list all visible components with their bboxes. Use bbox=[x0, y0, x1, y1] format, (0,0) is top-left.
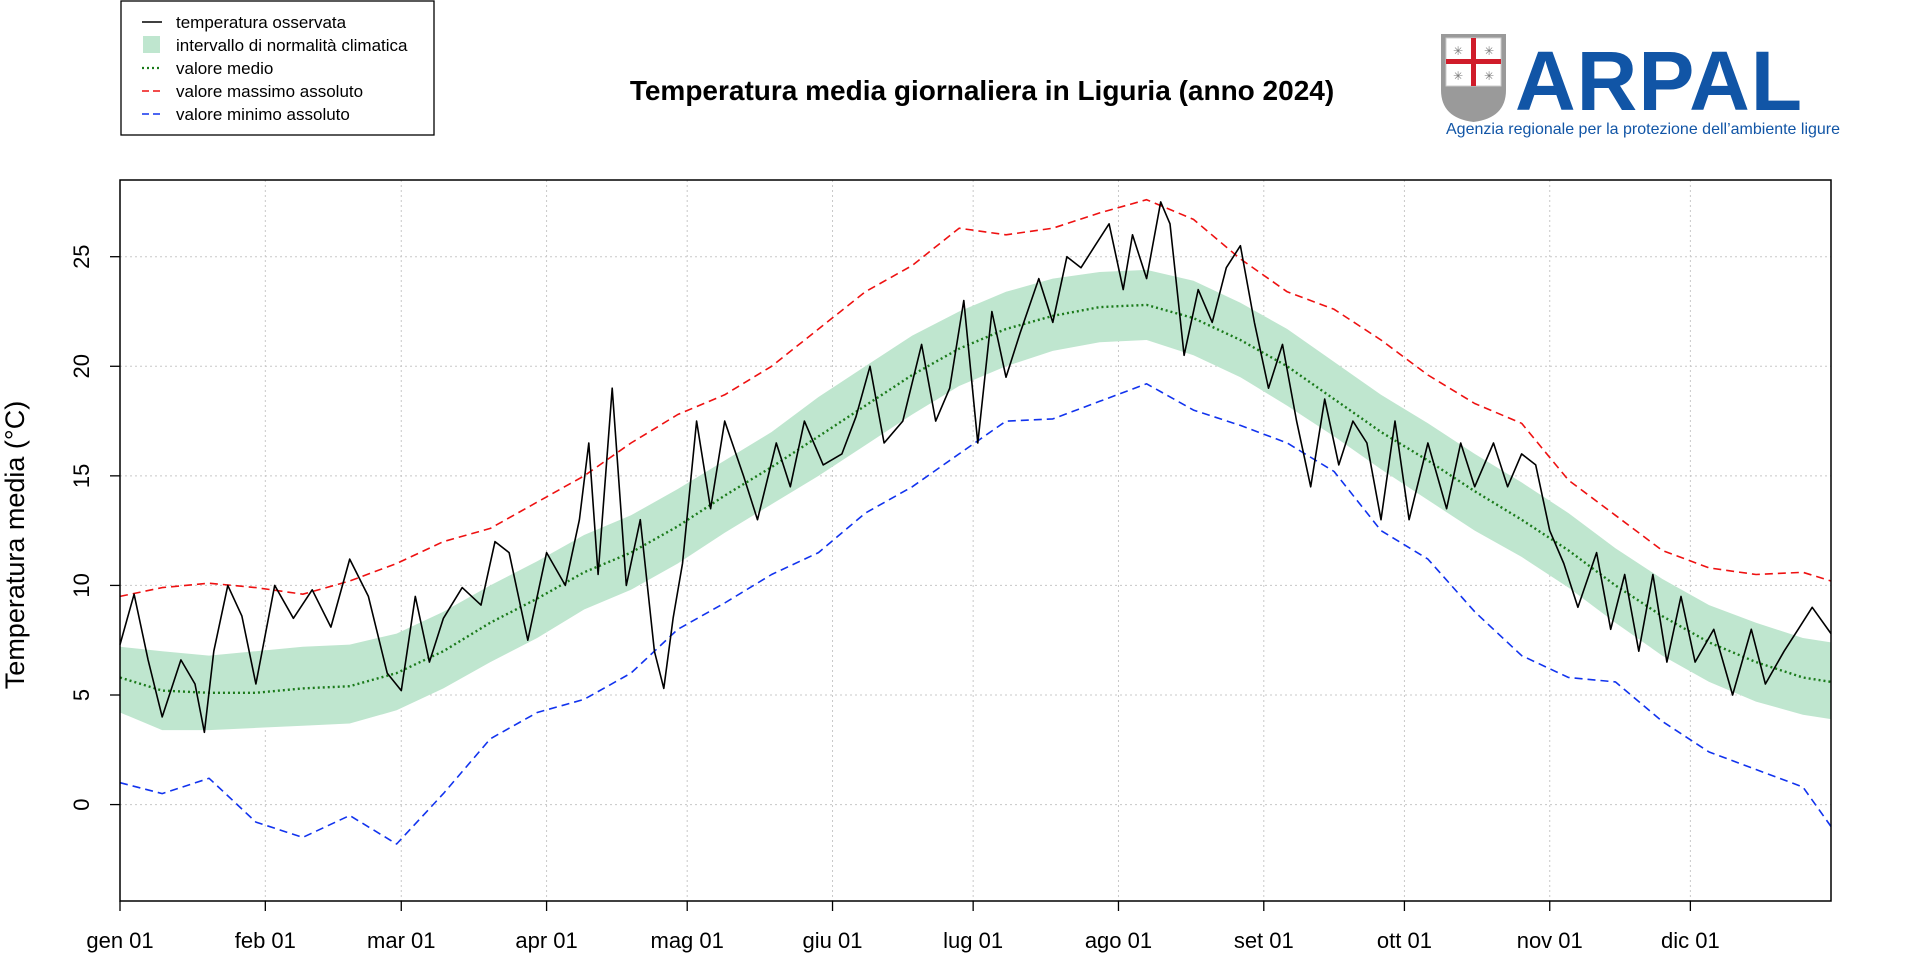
y-axis-label: Temperatura media (°C) bbox=[0, 401, 30, 689]
legend-label-min: valore minimo assoluto bbox=[176, 105, 350, 124]
svg-text:✳: ✳ bbox=[1453, 69, 1463, 83]
legend-label-band: intervallo di normalità climatica bbox=[176, 36, 408, 55]
arpal-logo: ✳ ✳ ✳ ✳ ARPAL Agenzia regionale per la p… bbox=[1441, 34, 1840, 138]
band-area bbox=[120, 269, 1831, 731]
x-axis: gen 01 feb 01 mar 01 apr 01 mag 01 giu 01 lug … bbox=[86, 901, 1720, 953]
shield-icon: ✳ ✳ ✳ ✳ bbox=[1441, 34, 1506, 122]
legend-label-max: valore massimo assoluto bbox=[176, 82, 363, 101]
svg-text:✳: ✳ bbox=[1484, 69, 1494, 83]
logo-subtitle: Agenzia regionale per la protezione dell… bbox=[1446, 121, 1840, 138]
x-tick-label-7: ago 01 bbox=[1085, 928, 1152, 953]
svg-text:✳: ✳ bbox=[1453, 44, 1463, 58]
plot-frame bbox=[119, 179, 1832, 902]
chart-title: Temperatura media giornaliera in Liguria… bbox=[630, 75, 1334, 106]
legend: temperatura osservata intervallo di norm… bbox=[120, 0, 435, 136]
y-tick-label-1: 5 bbox=[69, 689, 94, 701]
x-tick-label-1: feb 01 bbox=[235, 928, 296, 953]
normal-range-band bbox=[120, 269, 1831, 731]
logo-wordmark: ARPAL bbox=[1515, 34, 1803, 128]
series-lines bbox=[119, 198, 1832, 845]
x-tick-label-8: set 01 bbox=[1234, 928, 1294, 953]
x-tick-label-2: mar 01 bbox=[367, 928, 435, 953]
series-max bbox=[119, 198, 1832, 598]
series-mean bbox=[119, 303, 1832, 694]
y-tick-label-2: 10 bbox=[69, 573, 94, 597]
y-tick-label-5: 25 bbox=[69, 244, 94, 268]
x-tick-label-10: nov 01 bbox=[1517, 928, 1583, 953]
x-tick-label-3: apr 01 bbox=[515, 928, 577, 953]
x-tick-label-6: lug 01 bbox=[943, 928, 1003, 953]
legend-key-band bbox=[143, 36, 160, 53]
x-tick-label-4: mag 01 bbox=[651, 928, 724, 953]
y-tick-label-0: 0 bbox=[69, 798, 94, 810]
series-observed bbox=[119, 201, 1832, 734]
legend-label-observed: temperatura osservata bbox=[176, 13, 347, 32]
y-tick-label-4: 20 bbox=[69, 354, 94, 378]
svg-text:✳: ✳ bbox=[1484, 44, 1494, 58]
x-tick-label-0: gen 01 bbox=[86, 928, 153, 953]
legend-box bbox=[120, 0, 435, 136]
grid bbox=[119, 180, 1831, 901]
legend-label-mean: valore medio bbox=[176, 59, 273, 78]
x-tick-label-9: ott 01 bbox=[1377, 928, 1432, 953]
y-tick-label-3: 15 bbox=[69, 464, 94, 488]
y-axis: 0 5 10 15 20 25 bbox=[69, 244, 120, 811]
series-min bbox=[119, 382, 1832, 845]
x-tick-label-5: giu 01 bbox=[803, 928, 863, 953]
x-tick-label-11: dic 01 bbox=[1661, 928, 1720, 953]
